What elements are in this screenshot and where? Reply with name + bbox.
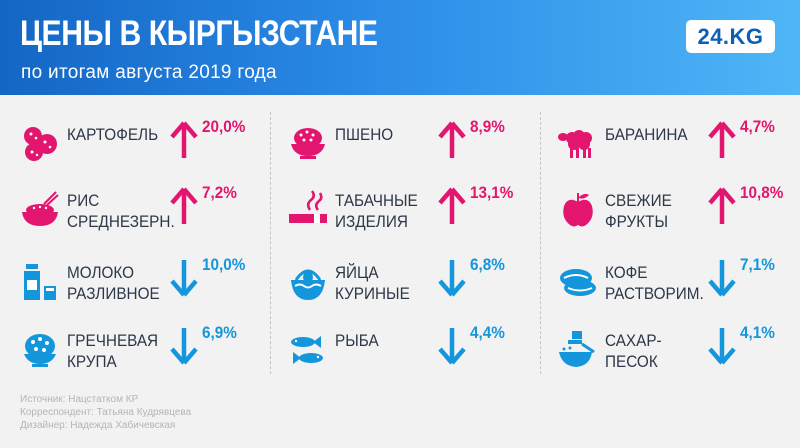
item-label: КОФЕ РАСТВОРИМ.	[605, 263, 704, 303]
arrow-up-icon	[438, 121, 466, 158]
item-label: МОЛОКО РАЗЛИВНОЕ	[67, 263, 160, 303]
page-subtitle: по итогам августа 2019 года	[21, 62, 277, 83]
item-label: БАРАНИНА	[605, 125, 688, 144]
coffee-beans-icon	[560, 269, 596, 296]
item-label: ГРЕЧНЕВАЯ КРУПА	[67, 331, 159, 371]
page-title: ЦЕНЫ В КЫРГЫЗСТАНЕ	[20, 14, 378, 53]
arrow-up-icon	[708, 121, 736, 158]
change-value: 6,9%	[202, 323, 237, 342]
change-value: 8,9%	[470, 117, 505, 136]
change-value: 6,8%	[470, 255, 505, 274]
change-value: 20,0%	[202, 117, 246, 136]
arrow-down-icon	[708, 328, 736, 365]
item-label: РИС СРЕДНЕЗЕРН.	[67, 191, 175, 231]
sheep-icon	[558, 130, 592, 158]
arrow-down-icon	[170, 260, 198, 297]
header-banner: ЦЕНЫ В КЫРГЫЗСТАНЕ по итогам августа 201…	[0, 0, 800, 95]
fish-icon	[291, 336, 323, 364]
credits: Источник: Нацстатком КР Корреспондент: Т…	[20, 393, 191, 432]
arrow-down-icon	[438, 328, 466, 365]
item-label: КАРТОФЕЛЬ	[67, 125, 159, 144]
change-value: 10,8%	[740, 183, 784, 202]
apple-icon	[563, 193, 593, 227]
change-value: 4,4%	[470, 323, 505, 342]
correspondent-credit: Корреспондент: Татьяна Кудрявцева	[20, 407, 192, 418]
egg-basket-icon	[291, 269, 325, 300]
arrow-up-icon	[170, 121, 198, 158]
buckwheat-icon	[24, 334, 56, 367]
milk-icon	[24, 264, 56, 300]
source-credit: Источник: Нацстатком КР	[20, 394, 139, 405]
potato-icon	[24, 127, 57, 161]
arrow-down-icon	[708, 260, 736, 297]
item-label: СВЕЖИЕ ФРУКТЫ	[605, 191, 672, 231]
change-value: 4,7%	[740, 117, 775, 136]
site-logo[interactable]: 24.KG	[686, 20, 775, 53]
millet-icon	[291, 128, 325, 159]
arrow-down-icon	[438, 260, 466, 297]
item-label: РЫБА	[335, 331, 379, 350]
change-value: 10,0%	[202, 255, 246, 274]
arrow-up-icon	[438, 187, 466, 224]
rice-bowl-icon	[22, 191, 59, 226]
change-value: 7,2%	[202, 183, 237, 202]
change-value: 13,1%	[470, 183, 514, 202]
change-value: 4,1%	[740, 323, 775, 342]
arrow-up-icon	[708, 187, 736, 224]
arrow-up-icon	[170, 187, 198, 224]
arrow-down-icon	[170, 328, 198, 365]
item-label: ЯЙЦА КУРИНЫЕ	[335, 263, 410, 303]
item-label: САХАР- ПЕСОК	[605, 331, 662, 371]
column-divider	[270, 112, 271, 374]
change-value: 7,1%	[740, 255, 775, 274]
item-label: ТАБАЧНЫЕ ИЗДЕЛИЯ	[335, 191, 418, 231]
item-label: ПШЕНО	[335, 125, 394, 144]
sugar-icon	[559, 331, 595, 367]
cigarette-icon	[289, 190, 327, 223]
designer-credit: Дизайнер: Надежда Хабичевская	[20, 420, 176, 431]
column-divider	[540, 112, 541, 374]
